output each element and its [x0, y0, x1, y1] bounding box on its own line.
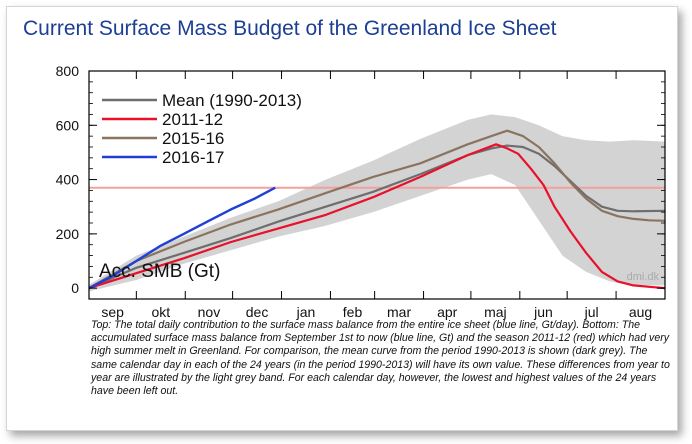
y-tick-label: 800 [56, 63, 80, 79]
y-tick-label: 600 [56, 117, 80, 133]
smb-chart: 0 200 400 600 800 sep okt nov dec jan feb mar apr maj… [56, 63, 666, 320]
legend-label-s2015: 2015-16 [162, 129, 224, 148]
y-tick-label: 400 [56, 172, 80, 188]
legend-label-mean: Mean (1990-2013) [162, 91, 302, 110]
chart-title: Current Surface Mass Budget of the Green… [23, 17, 557, 40]
watermark: dmi.dk [627, 271, 660, 283]
chart-caption: Top: The total daily contribution to the… [91, 319, 670, 398]
x-tick-label-jun: jun [533, 304, 553, 320]
plot-frame [88, 70, 666, 300]
x-tick-label-jan: jan [296, 304, 316, 320]
y-tick-label: 0 [71, 280, 79, 296]
x-tick-label-sep: sep [101, 304, 124, 320]
y-tick-label: 200 [56, 226, 80, 242]
x-tick-label-okt: okt [151, 304, 170, 320]
ylabel: Acc. SMB (Gt) [99, 261, 220, 282]
series-line-s2011 [88, 143, 666, 290]
series-line-mean [88, 144, 666, 290]
x-tick-label-maj: maj [484, 304, 507, 320]
x-tick-label-nov: nov [198, 304, 221, 320]
x-tick-label-aug: aug [629, 304, 652, 320]
series-line-s2016 [88, 186, 276, 290]
chart-panel: Current Surface Mass Budget of the Green… [6, 6, 678, 431]
series-line-s2015 [88, 129, 666, 290]
x-tick-label-jul: jul [584, 304, 599, 320]
x-tick-label-feb: feb [343, 304, 363, 320]
x-tick-label-apr: apr [437, 304, 458, 320]
legend-label-s2016: 2016-17 [162, 148, 224, 167]
legend-label-s2011: 2011-12 [162, 110, 223, 129]
x-tick-label-mar: mar [387, 304, 411, 320]
x-tick-label-dec: dec [246, 304, 269, 320]
